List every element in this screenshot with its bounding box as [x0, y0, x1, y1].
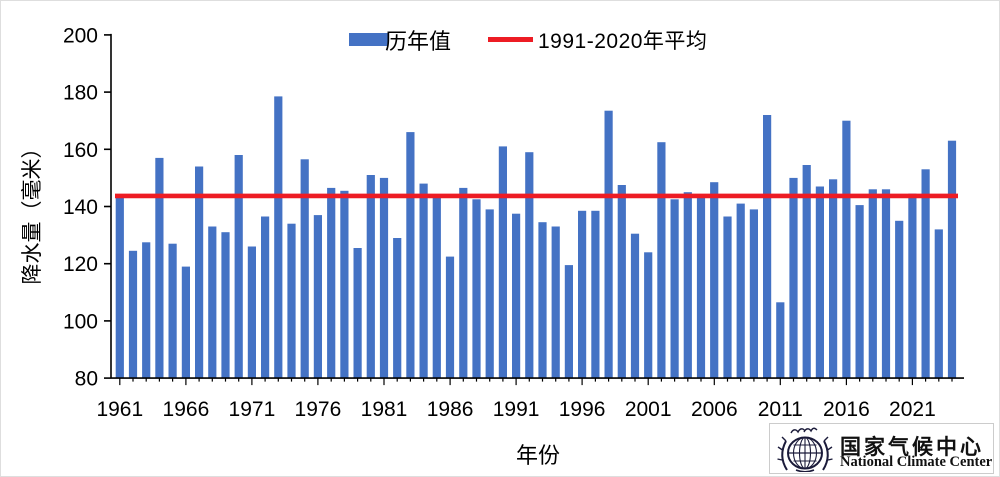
x-tick-label: 2021	[889, 398, 936, 421]
bar-1972	[261, 216, 270, 379]
y-tick-label: 120	[63, 253, 98, 276]
bar-1996	[578, 210, 587, 379]
bar-1967	[195, 166, 204, 379]
bar-2008	[736, 203, 745, 379]
bar-1971	[247, 246, 256, 379]
bar-1995	[564, 265, 573, 379]
nc-logo: 国家气候中心 National Climate Center	[769, 423, 994, 474]
bar-2012	[789, 177, 798, 379]
bar-1980	[366, 175, 375, 379]
org-name-en: National Climate Center	[840, 454, 993, 470]
bar-2016	[842, 120, 851, 379]
x-tick-label: 1996	[559, 398, 606, 421]
bar-1977	[327, 187, 336, 379]
bar-1998	[604, 110, 613, 379]
globe-icon	[777, 427, 833, 472]
legend: 历年值 1991-2020年平均	[1, 1, 999, 61]
bar-2001	[644, 252, 653, 379]
bar-2021	[908, 193, 917, 379]
bar-2017	[855, 205, 864, 379]
bar-1966	[181, 266, 190, 379]
bar-2024	[947, 140, 957, 379]
bar-1968	[208, 226, 217, 379]
bar-1961	[115, 195, 124, 379]
y-tick-label: 100	[63, 310, 98, 333]
legend-bar-swatch	[349, 33, 388, 46]
bar-2014	[815, 186, 824, 379]
bar-1984	[419, 183, 428, 379]
bar-1975	[300, 159, 309, 379]
bar-1981	[379, 177, 389, 379]
bar-2013	[802, 165, 811, 379]
bar-1974	[287, 223, 296, 379]
y-tick-label: 140	[63, 196, 98, 219]
bar-1989	[485, 209, 494, 379]
bar-2000	[630, 233, 640, 379]
bar-1970	[234, 155, 243, 379]
x-tick-label: 2001	[625, 398, 672, 421]
y-tick-label: 200	[63, 24, 98, 47]
x-tick-label: 1966	[163, 398, 210, 421]
bar-2007	[723, 216, 732, 379]
bar-1962	[128, 250, 138, 379]
bar-1986	[445, 256, 455, 379]
x-tick-label: 1986	[427, 398, 474, 421]
x-axis-title: 年份	[515, 443, 561, 468]
y-tick-label: 80	[75, 368, 98, 391]
bar-1978	[340, 190, 349, 379]
y-tick-label: 160	[63, 139, 98, 162]
bar-2023	[934, 229, 943, 379]
x-tick-label: 1971	[229, 398, 276, 421]
bar-1988	[472, 199, 481, 379]
bar-1979	[353, 248, 362, 379]
bar-1985	[432, 195, 441, 379]
bar-1991	[512, 213, 521, 379]
bar-2005	[696, 196, 706, 379]
bar-2010	[763, 115, 772, 379]
bar-2011	[776, 302, 785, 379]
bar-1990	[498, 146, 507, 379]
bar-1983	[406, 132, 415, 379]
bar-1993	[538, 222, 547, 379]
x-tick-label: 1976	[295, 398, 342, 421]
bar-1999	[617, 185, 626, 379]
bar-2004	[683, 192, 692, 379]
bar-1973	[274, 96, 283, 379]
x-tick-label: 2006	[691, 398, 738, 421]
x-tick-label: 1961	[96, 398, 143, 421]
org-name-cn: 国家气候中心	[840, 435, 984, 459]
bar-2003	[670, 199, 679, 379]
bar-1969	[221, 232, 230, 379]
bar-1992	[525, 152, 534, 379]
bar-2006	[710, 182, 719, 379]
bar-1976	[313, 215, 322, 379]
x-tick-label: 1991	[493, 398, 540, 421]
bar-1965	[168, 243, 177, 379]
bar-2009	[749, 209, 758, 379]
bar-2018	[868, 189, 877, 379]
y-axis-title: 降水量（毫米）	[21, 137, 44, 285]
bar-2020	[895, 220, 904, 379]
legend-line-swatch	[488, 37, 533, 42]
legend-line-label: 1991-2020年平均	[538, 30, 708, 53]
bar-1997	[591, 210, 600, 379]
x-tick-label: 2011	[758, 398, 803, 421]
bar-2002	[657, 142, 666, 379]
legend-bar-label: 历年值	[385, 29, 452, 54]
x-tick-label: 2016	[823, 398, 870, 421]
bar-1963	[142, 242, 151, 379]
bar-2019	[881, 189, 891, 379]
bar-1964	[155, 157, 164, 379]
bar-2022	[921, 169, 930, 379]
bar-1987	[459, 187, 468, 379]
bar-1994	[551, 226, 560, 379]
bar-1982	[393, 238, 402, 379]
y-tick-label: 180	[63, 82, 98, 105]
bar-2015	[829, 179, 838, 379]
x-tick-label: 1981	[361, 398, 408, 421]
